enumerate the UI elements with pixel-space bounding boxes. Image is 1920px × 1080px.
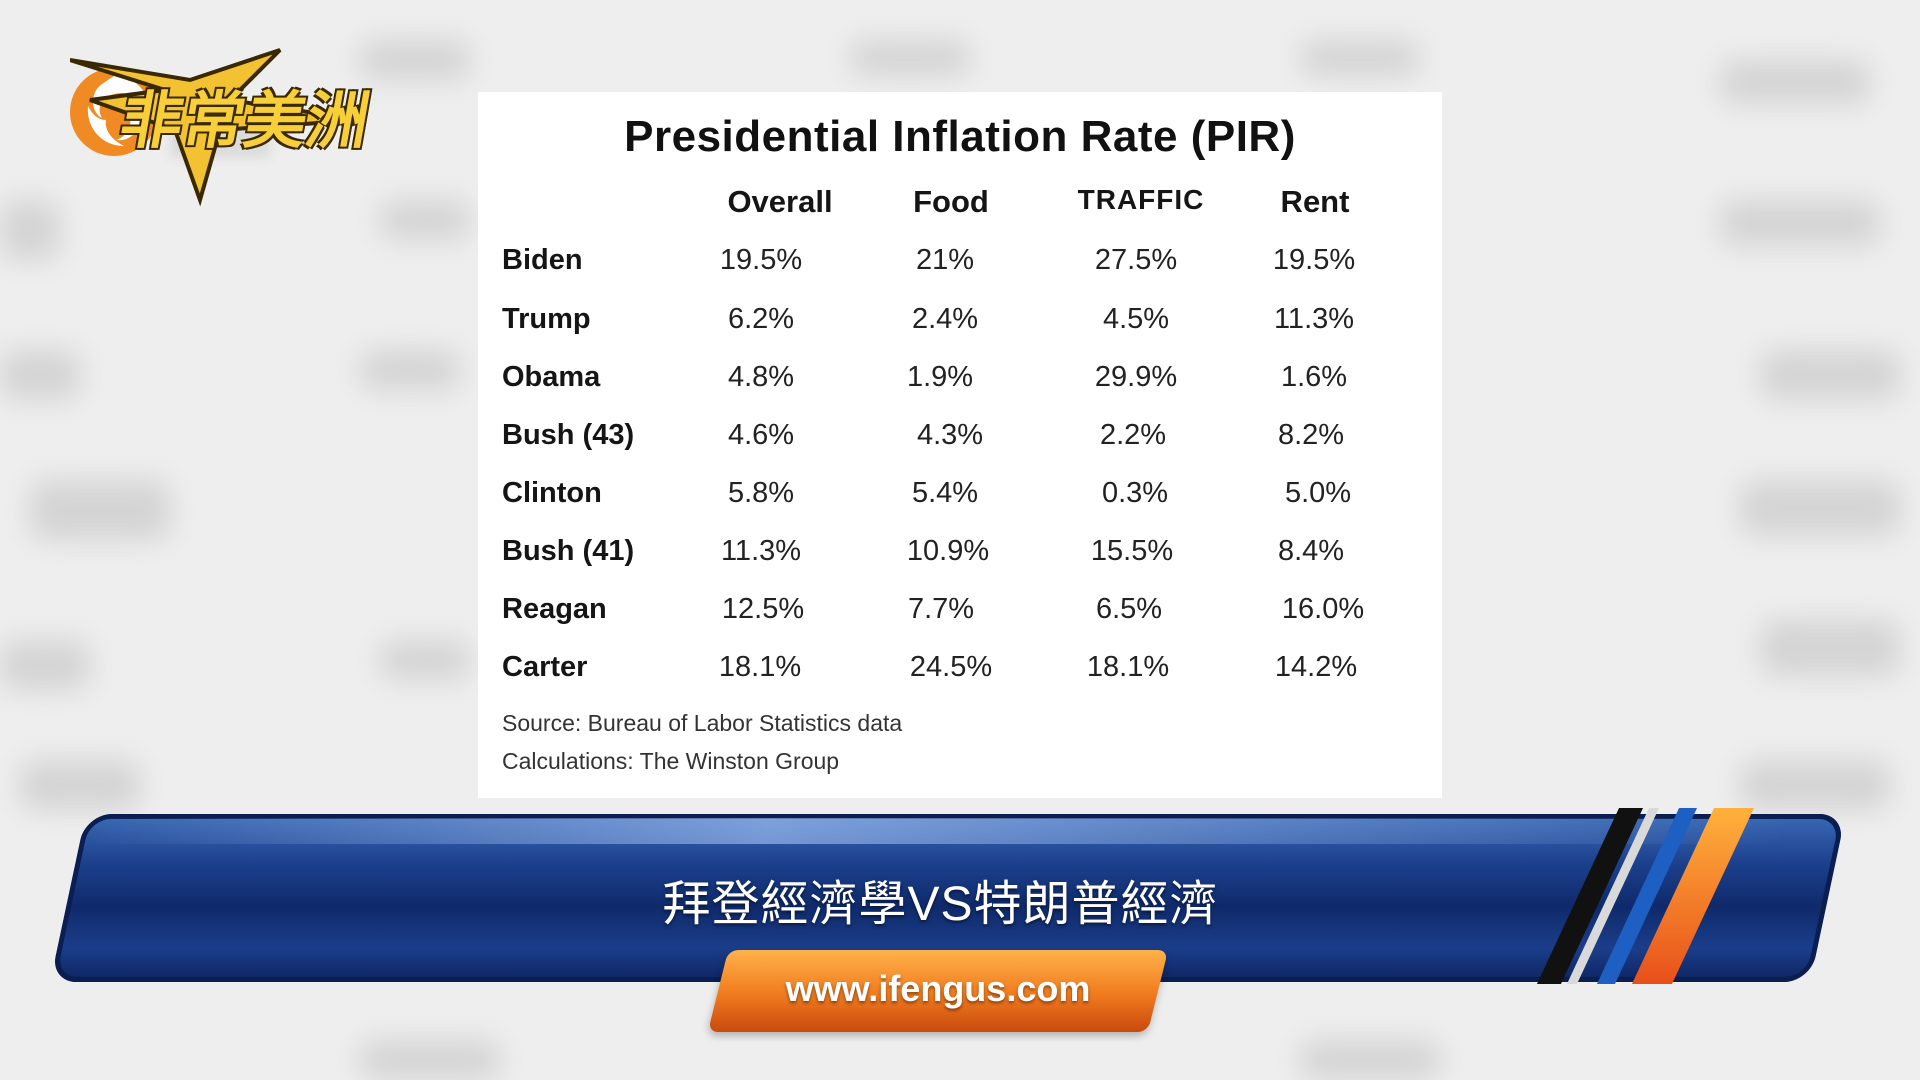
cell-rent: 16.0% — [1281, 593, 1365, 625]
cell-rent: 14.2% — [1274, 651, 1358, 683]
cell-food: 21% — [915, 244, 975, 276]
cell-traffic: 4.5% — [1102, 303, 1170, 335]
row-name: Bush (41) — [502, 535, 635, 567]
header-overall: Overall — [727, 184, 833, 219]
banner-headline: 拜登經濟學VS特朗普經濟 — [662, 878, 1219, 931]
cell-rent: 8.2% — [1277, 419, 1345, 451]
website-url: www.ifengus.com — [785, 968, 1091, 1009]
header-rent: Rent — [1280, 184, 1350, 219]
cell-overall: 19.5% — [719, 244, 803, 276]
inflation-table-card: Presidential Inflation Rate (PIR) Overal… — [478, 92, 1442, 798]
cell-food: 10.9% — [906, 535, 990, 567]
banner-gloss — [85, 818, 1791, 844]
cell-rent: 11.3% — [1273, 303, 1355, 335]
show-name: 非常美洲 — [114, 84, 376, 157]
cell-rent: 5.0% — [1284, 477, 1352, 509]
cell-rent: 19.5% — [1272, 244, 1356, 276]
show-logo: 非常美洲 — [70, 40, 375, 210]
cell-food: 5.4% — [911, 477, 979, 509]
cell-food: 1.9% — [906, 361, 974, 393]
row-name: Carter — [502, 651, 588, 683]
cell-rent: 1.6% — [1280, 361, 1348, 393]
cell-traffic: 6.5% — [1095, 593, 1163, 625]
cell-traffic: 27.5% — [1094, 244, 1178, 276]
cell-traffic: 15.5% — [1090, 535, 1174, 567]
lower-third-banner: 拜登經濟學VS特朗普經濟 — [48, 808, 1846, 984]
source-note: Source: Bureau of Labor Statistics data — [502, 710, 903, 736]
phoenix-logo-icon — [70, 68, 158, 156]
cell-traffic: 18.1% — [1086, 651, 1170, 683]
cell-food: 2.4% — [911, 303, 979, 335]
cell-traffic: 2.2% — [1099, 419, 1167, 451]
cell-food: 7.7% — [907, 593, 975, 625]
show-logo-star-icon — [70, 48, 361, 207]
row-name: Obama — [502, 361, 601, 393]
row-name: Reagan — [502, 593, 607, 625]
cell-rent: 8.4% — [1277, 535, 1345, 567]
row-name: Clinton — [502, 477, 602, 509]
cell-traffic: 0.3% — [1101, 477, 1169, 509]
cell-traffic: 29.9% — [1094, 361, 1178, 393]
cell-overall: 4.8% — [727, 361, 795, 393]
cell-food: 4.3% — [916, 419, 984, 451]
header-food: Food — [913, 184, 989, 219]
table-title: Presidential Inflation Rate (PIR) — [624, 112, 1296, 161]
row-name: Trump — [502, 303, 591, 335]
cell-overall: 12.5% — [721, 593, 805, 625]
calculations-note: Calculations: The Winston Group — [502, 748, 840, 774]
cell-overall: 4.6% — [727, 419, 795, 451]
row-name: Biden — [502, 244, 583, 276]
cell-food: 24.5% — [909, 651, 993, 683]
cell-overall: 11.3% — [720, 535, 802, 567]
cell-overall: 5.8% — [727, 477, 795, 509]
cell-overall: 18.1% — [718, 651, 802, 683]
row-name: Bush (43) — [502, 419, 635, 451]
header-traffic: TRAFFIC — [1077, 184, 1205, 215]
cell-overall: 6.2% — [727, 303, 795, 335]
